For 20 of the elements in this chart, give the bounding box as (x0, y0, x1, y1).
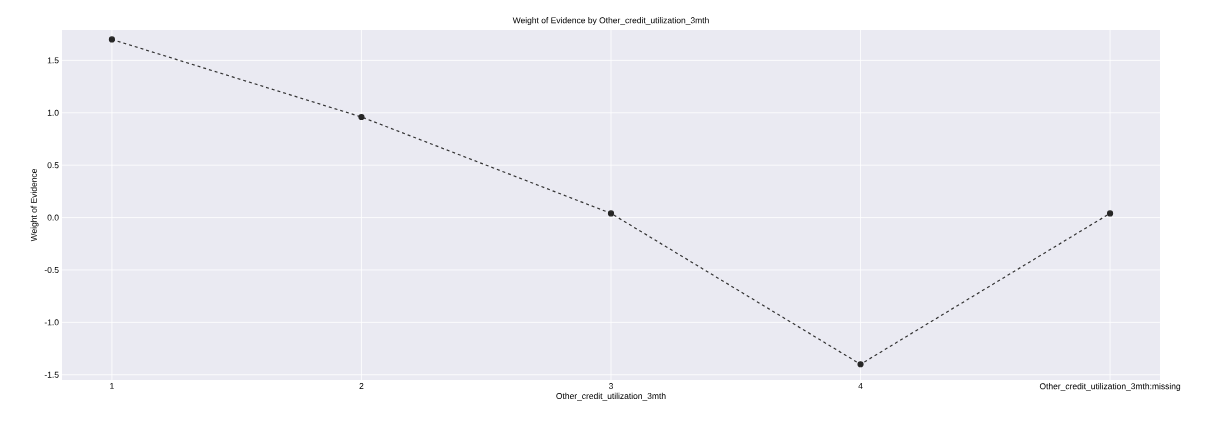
point (358, 113, 365, 121)
y-tick-label: -1.0 (44, 319, 59, 326)
x-tick-label: 3 (608, 383, 613, 390)
x-tick-label: 1 (110, 383, 114, 389)
x-axis-title: Other_credit_utilization_3mth (556, 392, 666, 401)
y-tick-label: -0.5 (44, 266, 59, 273)
point (1106, 210, 1114, 217)
x-tick-label: 2 (359, 383, 364, 389)
y-tick-label: 1.0 (47, 109, 59, 116)
point (108, 36, 115, 43)
point (607, 210, 615, 217)
y-tick-label: 1.5 (47, 57, 59, 64)
chart-title: Weight of Evidence by Other_credit_utilization_3mth (512, 17, 709, 25)
y-tick-label: 0.0 (47, 214, 59, 221)
y-axis-title: Weight of Evidence (30, 168, 39, 242)
x-tick-label: 4 (858, 383, 863, 389)
x-tick-label: Other_credit_utilization_3mth:missing (1039, 383, 1181, 391)
y-tick-label: 0.5 (47, 162, 59, 169)
point (857, 361, 864, 368)
y-tick-label: -1.5 (44, 371, 59, 378)
